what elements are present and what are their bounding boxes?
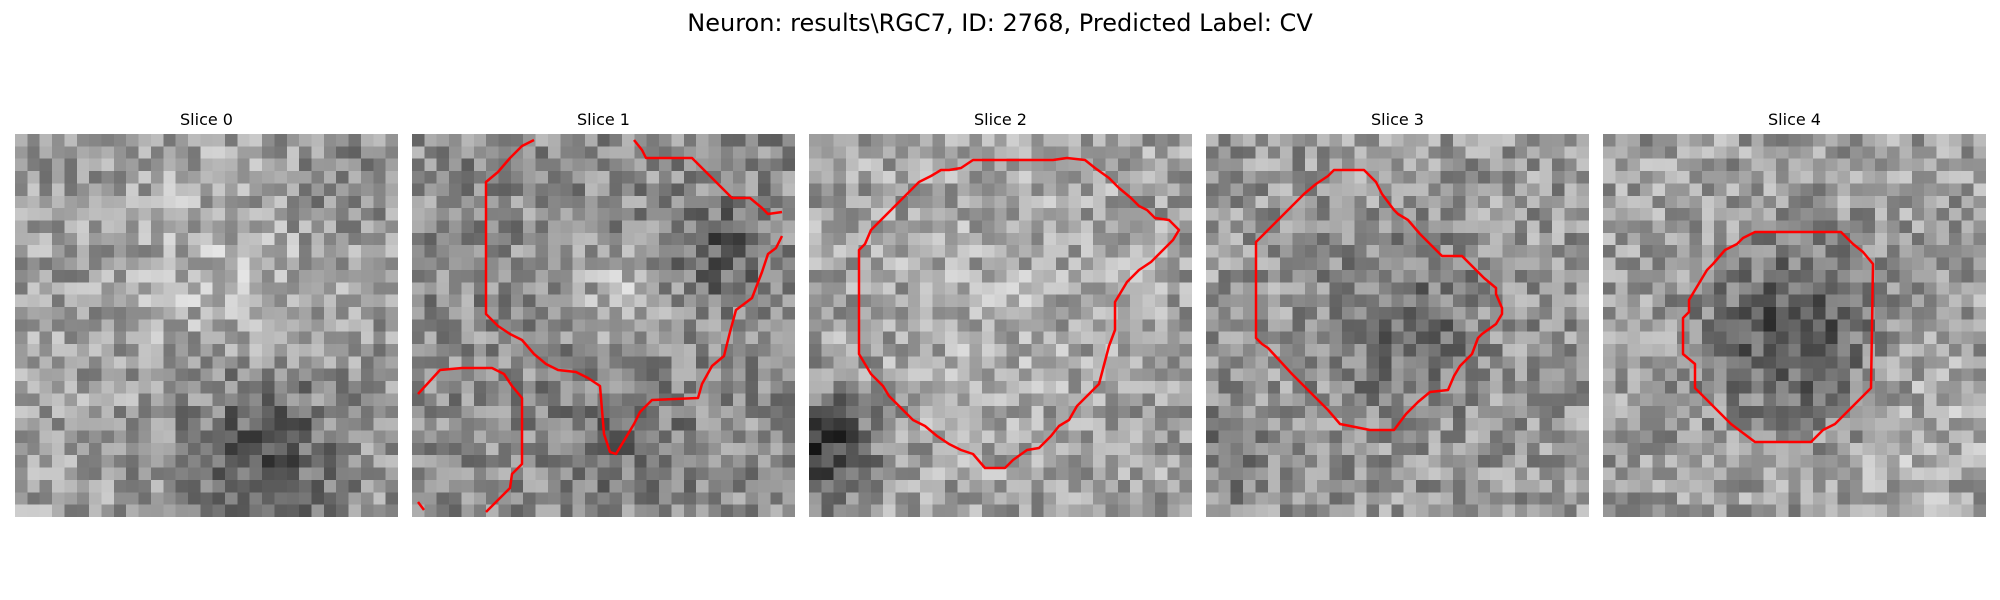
slice-pixels-0 — [15, 134, 398, 517]
slice-contour-4 — [1681, 230, 1875, 444]
contour-line — [484, 138, 784, 456]
slice-title-3: Slice 3 — [1371, 110, 1424, 129]
slice-title-2: Slice 2 — [974, 110, 1027, 129]
slice-contour-3 — [1254, 168, 1504, 432]
slice-pixels-2 — [809, 134, 1192, 517]
slice-pixels-3 — [1206, 134, 1589, 517]
slice-title-1: Slice 1 — [577, 110, 630, 129]
contour-line — [1681, 230, 1875, 444]
slice-image-2 — [809, 134, 1192, 517]
contour-line — [1254, 168, 1504, 432]
slice-image-1 — [412, 134, 795, 517]
slice-pixels-4 — [1603, 134, 1986, 517]
slice-title-4: Slice 4 — [1768, 110, 1821, 129]
contour-line — [417, 501, 425, 511]
slice-image-3 — [1206, 134, 1589, 517]
figure-title: Neuron: results\RGC7, ID: 2768, Predicte… — [687, 9, 1313, 37]
slice-title-0: Slice 0 — [180, 110, 233, 129]
slice-contour-2 — [857, 156, 1181, 470]
contour-line — [857, 156, 1181, 470]
slice-contour-1 — [417, 138, 784, 513]
slice-image-4 — [1603, 134, 1986, 517]
contour-line — [417, 366, 524, 513]
slice-image-0 — [15, 134, 398, 517]
contour-line — [633, 139, 783, 216]
